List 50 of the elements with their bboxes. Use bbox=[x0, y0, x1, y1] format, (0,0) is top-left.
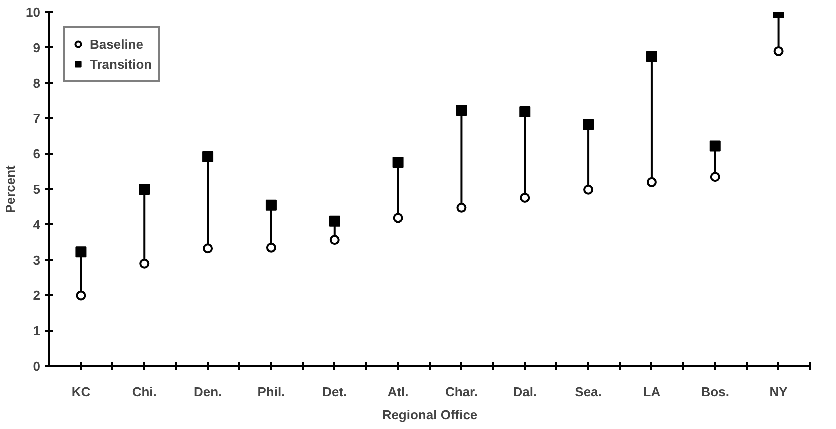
x-tick-label: LA bbox=[643, 384, 662, 400]
point bbox=[456, 202, 467, 213]
y-tick-label: 6 bbox=[33, 146, 41, 162]
point bbox=[393, 213, 404, 224]
point bbox=[76, 290, 86, 301]
x-tick-label: Det. bbox=[322, 384, 348, 400]
legend-label: Baseline bbox=[90, 36, 144, 52]
point bbox=[583, 119, 594, 130]
x-tick-label: Char. bbox=[445, 384, 478, 400]
point bbox=[329, 216, 340, 227]
y-tick-label: 0 bbox=[33, 359, 41, 374]
point bbox=[202, 151, 214, 162]
point bbox=[203, 244, 214, 254]
x-tick-label: Atl. bbox=[388, 384, 409, 400]
point bbox=[139, 184, 150, 195]
point bbox=[646, 177, 657, 188]
x-tick-label: KC bbox=[72, 384, 92, 400]
point bbox=[456, 105, 468, 116]
y-tick-label: 3 bbox=[33, 252, 41, 268]
point bbox=[710, 172, 720, 182]
x-axis-title: Regional Office bbox=[382, 408, 478, 422]
point bbox=[330, 235, 340, 246]
y-tick-label: 1 bbox=[33, 324, 41, 339]
point bbox=[710, 140, 721, 152]
y-tick-label: 5 bbox=[33, 182, 41, 197]
point bbox=[76, 246, 87, 258]
point bbox=[520, 193, 530, 203]
point bbox=[392, 157, 404, 168]
point bbox=[646, 51, 658, 62]
y-tick-label: 8 bbox=[33, 76, 41, 91]
point bbox=[266, 200, 277, 211]
y-tick-label: 7 bbox=[33, 111, 41, 126]
point bbox=[774, 46, 784, 56]
point bbox=[140, 258, 150, 269]
x-tick-label: Phil. bbox=[258, 384, 286, 400]
point bbox=[266, 242, 276, 253]
x-tick-label: Sea. bbox=[575, 384, 602, 400]
x-tick-label: Bos. bbox=[701, 384, 730, 400]
y-tick-label: 9 bbox=[33, 40, 41, 56]
point bbox=[520, 106, 531, 118]
y-tick-label: 4 bbox=[33, 217, 42, 232]
point bbox=[584, 184, 594, 195]
y-tick-label: 10 bbox=[26, 5, 41, 20]
legend-label: Transition bbox=[90, 56, 152, 72]
x-tick-label: Chi. bbox=[132, 384, 157, 400]
y-tick-label: 2 bbox=[33, 288, 41, 304]
x-tick-label: Den. bbox=[194, 384, 222, 400]
y-axis-title: Percent bbox=[3, 164, 18, 214]
x-tick-label: Dal. bbox=[513, 384, 538, 400]
x-tick-label: NY bbox=[770, 384, 788, 400]
